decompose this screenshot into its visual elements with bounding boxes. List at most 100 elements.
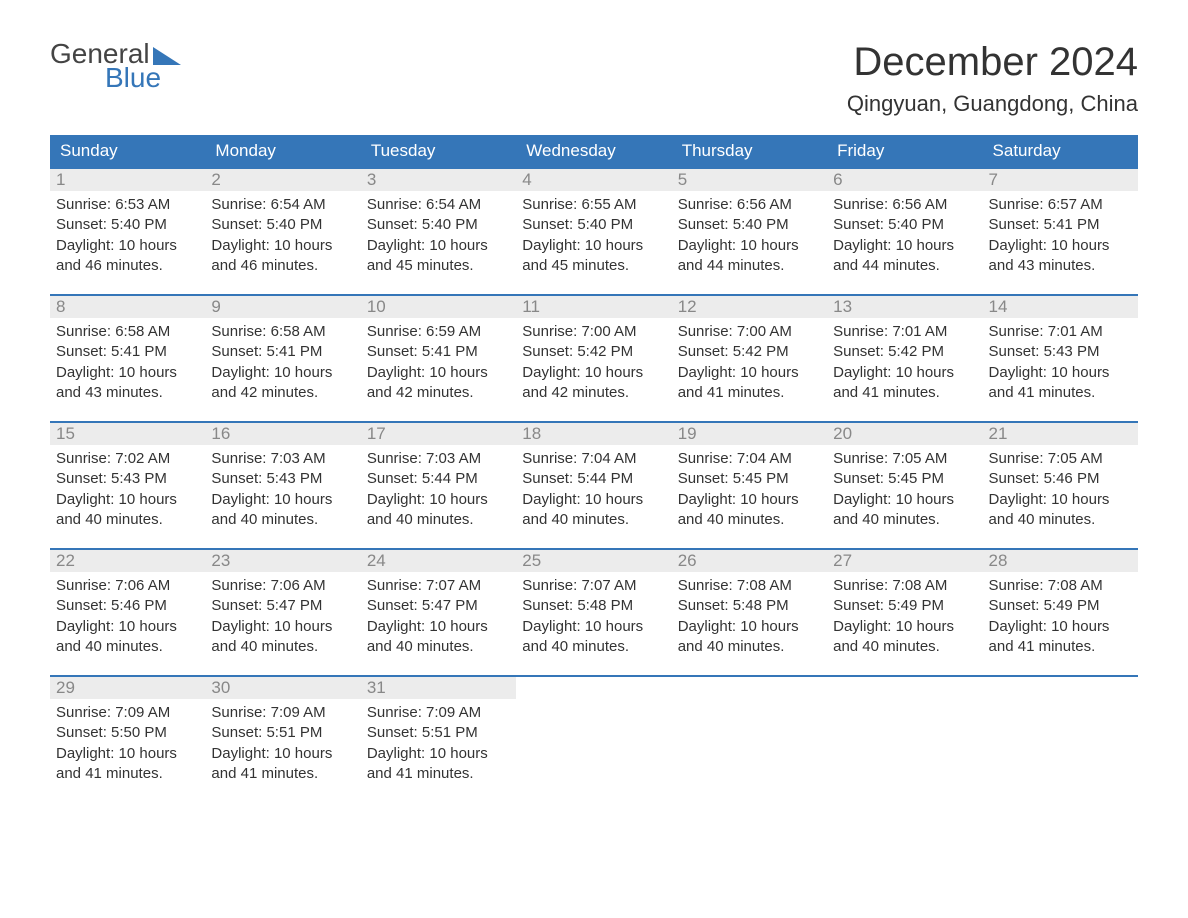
sunrise-label: Sunrise: <box>56 577 111 594</box>
sunrise-label: Sunrise: <box>678 577 733 594</box>
day-number: 30 <box>205 677 360 699</box>
sunset-line: Sunset: 5:41 PM <box>367 342 510 362</box>
daylight-line: Daylight: 10 hours and 41 minutes. <box>989 363 1132 404</box>
day-body: Sunrise: 7:09 AMSunset: 5:50 PM Daylight:… <box>50 699 205 786</box>
sunset-label: Sunset: <box>833 470 884 487</box>
sunset-label: Sunset: <box>833 597 884 614</box>
sunset-line: Sunset: 5:43 PM <box>211 469 354 489</box>
sunset-line: Sunset: 5:40 PM <box>833 215 976 235</box>
daylight-line: Daylight: 10 hours and 42 minutes. <box>211 363 354 404</box>
daylight-label: Daylight: <box>522 618 580 635</box>
sunset-line: Sunset: 5:45 PM <box>678 469 821 489</box>
daylight-label: Daylight: <box>833 491 891 508</box>
sunrise-value: 6:58 AM <box>271 323 326 340</box>
day-body: Sunrise: 6:54 AMSunset: 5:40 PMDaylight:… <box>361 191 516 278</box>
sunset-label: Sunset: <box>989 343 1040 360</box>
day-number: 5 <box>672 169 827 191</box>
title-block: December 2024 Qingyuan, Guangdong, China <box>847 40 1138 117</box>
sunrise-label: Sunrise: <box>367 577 422 594</box>
sunrise-value: 7:06 AM <box>271 577 326 594</box>
day-body: Sunrise: 7:03 AMSunset: 5:44 PMDaylight:… <box>361 445 516 532</box>
sunrise-label: Sunrise: <box>678 450 733 467</box>
sunrise-line: Sunrise: 7:07 AM <box>522 576 665 596</box>
sunrise-label: Sunrise: <box>56 704 111 721</box>
sunset-line: Sunset: 5:50 PM <box>56 723 199 743</box>
day-body: Sunrise: 7:07 AMSunset: 5:48 PMDaylight:… <box>516 572 671 659</box>
daylight-label: Daylight: <box>678 618 736 635</box>
sunrise-label: Sunrise: <box>989 577 1044 594</box>
day-number: 7 <box>983 169 1138 191</box>
calendar-day: 16Sunrise: 7:03 AMSunset: 5:43 PMDayligh… <box>205 423 360 532</box>
daylight-label: Daylight: <box>989 491 1047 508</box>
daylight-label: Daylight: <box>989 618 1047 635</box>
dow-cell: Saturday <box>983 135 1138 167</box>
sunset-label: Sunset: <box>367 216 418 233</box>
sunset-value: 5:43 PM <box>111 470 167 487</box>
day-body: Sunrise: 7:09 AMSunset: 5:51 PMDaylight:… <box>361 699 516 786</box>
day-number: 20 <box>827 423 982 445</box>
day-number: 15 <box>50 423 205 445</box>
calendar-day: 25Sunrise: 7:07 AMSunset: 5:48 PMDayligh… <box>516 550 671 659</box>
sunrise-label: Sunrise: <box>211 450 266 467</box>
sunrise-value: 7:07 AM <box>581 577 636 594</box>
day-body: Sunrise: 7:04 AMSunset: 5:45 PMDaylight:… <box>672 445 827 532</box>
sunrise-line: Sunrise: 6:54 AM <box>367 195 510 215</box>
calendar-day: 6Sunrise: 6:56 AMSunset: 5:40 PMDaylight… <box>827 169 982 278</box>
sunrise-value: 6:54 AM <box>426 196 481 213</box>
sunset-line: Sunset: 5:40 PM <box>56 215 199 235</box>
day-number: 3 <box>361 169 516 191</box>
sunrise-value: 7:04 AM <box>581 450 636 467</box>
sunset-label: Sunset: <box>211 343 262 360</box>
sunrise-value: 7:08 AM <box>737 577 792 594</box>
sunrise-line: Sunrise: 7:09 AM <box>56 703 199 723</box>
daylight-label: Daylight: <box>833 364 891 381</box>
sunrise-line: Sunrise: 7:03 AM <box>367 449 510 469</box>
daylight-label: Daylight: <box>56 745 114 762</box>
daylight-label: Daylight: <box>367 364 425 381</box>
sunrise-line: Sunrise: 6:58 AM <box>211 322 354 342</box>
sunrise-line: Sunrise: 6:57 AM <box>989 195 1132 215</box>
day-number: 11 <box>516 296 671 318</box>
calendar-day: 10Sunrise: 6:59 AMSunset: 5:41 PMDayligh… <box>361 296 516 405</box>
sunrise-label: Sunrise: <box>989 196 1044 213</box>
sunrise-line: Sunrise: 7:07 AM <box>367 576 510 596</box>
calendar-day: 31Sunrise: 7:09 AMSunset: 5:51 PMDayligh… <box>361 677 516 786</box>
sunrise-label: Sunrise: <box>522 323 577 340</box>
sunset-line: Sunset: 5:42 PM <box>833 342 976 362</box>
sunset-value: 5:41 PM <box>266 343 322 360</box>
sunset-value: 5:42 PM <box>888 343 944 360</box>
sunrise-line: Sunrise: 6:56 AM <box>833 195 976 215</box>
sunrise-label: Sunrise: <box>833 577 888 594</box>
sunrise-value: 6:57 AM <box>1048 196 1103 213</box>
sunset-value: 5:42 PM <box>733 343 789 360</box>
daylight-label: Daylight: <box>211 745 269 762</box>
calendar-day: 3Sunrise: 6:54 AMSunset: 5:40 PMDaylight… <box>361 169 516 278</box>
calendar-day: 8Sunrise: 6:58 AMSunset: 5:41 PMDaylight… <box>50 296 205 405</box>
sunset-label: Sunset: <box>367 597 418 614</box>
sunrise-line: Sunrise: 7:04 AM <box>678 449 821 469</box>
daylight-line: Daylight: 10 hours and 40 minutes. <box>367 490 510 531</box>
day-body: Sunrise: 7:08 AMSunset: 5:49 PMDaylight:… <box>983 572 1138 659</box>
day-number: 31 <box>361 677 516 699</box>
sunset-label: Sunset: <box>56 724 107 741</box>
daylight-label: Daylight: <box>833 618 891 635</box>
dow-cell: Sunday <box>50 135 205 167</box>
sunrise-value: 7:00 AM <box>581 323 636 340</box>
sunrise-value: 7:02 AM <box>115 450 170 467</box>
calendar-day: 18Sunrise: 7:04 AMSunset: 5:44 PMDayligh… <box>516 423 671 532</box>
daylight-line: Daylight: 10 hours and 43 minutes. <box>56 363 199 404</box>
sunrise-label: Sunrise: <box>522 450 577 467</box>
sunset-value: 5:45 PM <box>733 470 789 487</box>
sunset-value: 5:51 PM <box>422 724 478 741</box>
sunset-value: 5:40 PM <box>266 216 322 233</box>
calendar-day: 9Sunrise: 6:58 AMSunset: 5:41 PMDaylight… <box>205 296 360 405</box>
daylight-label: Daylight: <box>678 364 736 381</box>
sunrise-line: Sunrise: 6:58 AM <box>56 322 199 342</box>
calendar-day: 21Sunrise: 7:05 AMSunset: 5:46 PMDayligh… <box>983 423 1138 532</box>
day-number: 18 <box>516 423 671 445</box>
day-number: 10 <box>361 296 516 318</box>
sunset-value: 5:46 PM <box>1044 470 1100 487</box>
location-subtitle: Qingyuan, Guangdong, China <box>847 91 1138 117</box>
sunrise-line: Sunrise: 7:06 AM <box>211 576 354 596</box>
sunset-value: 5:46 PM <box>111 597 167 614</box>
